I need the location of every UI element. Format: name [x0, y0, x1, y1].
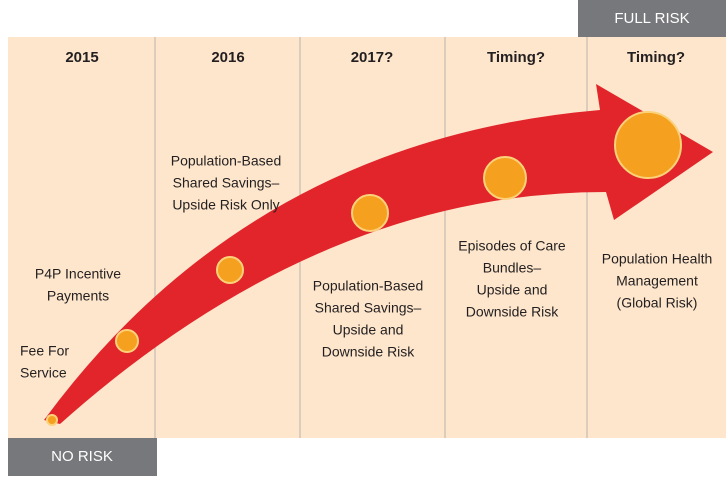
stage-label: Management	[616, 273, 698, 289]
stage-label: Population-Based	[313, 278, 424, 294]
stage-label: Episodes of Care	[458, 238, 566, 254]
stage-label: Shared Savings–	[173, 175, 280, 191]
stage-label: Shared Savings–	[315, 300, 422, 316]
stage-label: Fee For	[20, 343, 69, 359]
full-risk-box	[578, 0, 726, 37]
stage-label: Downside Risk	[322, 344, 416, 360]
column-header: 2017?	[351, 49, 394, 66]
stage-label: Service	[20, 365, 67, 381]
no-risk-label: NO RISK	[51, 448, 113, 465]
stage-label: (Global Risk)	[617, 295, 698, 311]
column-header: Timing?	[487, 49, 545, 66]
column-header: 2015	[65, 49, 98, 66]
stage-label: Downside Risk	[466, 304, 560, 320]
stage-label: Upside and	[333, 322, 404, 338]
full-risk-label: FULL RISK	[614, 10, 689, 27]
stage-label: Upside Risk Only	[172, 197, 279, 213]
arrow	[44, 84, 713, 424]
column-header: Timing?	[627, 49, 685, 66]
stage-label: Population Health	[602, 251, 713, 267]
stage-label: Payments	[47, 288, 109, 304]
stage-label: Bundles–	[483, 260, 542, 276]
stage-dots	[46, 111, 682, 426]
stage-label: Population-Based	[171, 153, 282, 169]
stage-label: Upside and	[477, 282, 548, 298]
no-risk-box	[8, 438, 157, 476]
stage-label: P4P Incentive	[35, 266, 121, 282]
column-header: 2016	[211, 49, 244, 66]
